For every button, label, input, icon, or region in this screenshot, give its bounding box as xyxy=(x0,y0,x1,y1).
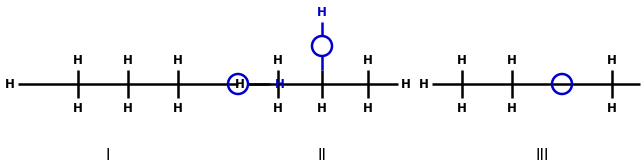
Text: H: H xyxy=(73,53,83,67)
Text: H: H xyxy=(457,53,467,67)
Text: H: H xyxy=(273,101,283,115)
Text: H: H xyxy=(457,101,467,115)
Text: II: II xyxy=(317,148,327,162)
Text: H: H xyxy=(173,53,183,67)
Text: H: H xyxy=(275,77,285,91)
Text: H: H xyxy=(607,101,617,115)
Text: H: H xyxy=(607,53,617,67)
Text: H: H xyxy=(173,101,183,115)
Text: H: H xyxy=(317,6,327,18)
Text: H: H xyxy=(273,53,283,67)
Text: H: H xyxy=(419,77,429,91)
Text: H: H xyxy=(235,77,245,91)
Text: H: H xyxy=(507,101,517,115)
Text: H: H xyxy=(363,101,373,115)
Text: III: III xyxy=(535,148,549,162)
Text: H: H xyxy=(5,77,15,91)
Text: I: I xyxy=(106,148,110,162)
Text: H: H xyxy=(401,77,411,91)
Text: H: H xyxy=(123,53,133,67)
Text: H: H xyxy=(507,53,517,67)
Text: H: H xyxy=(73,101,83,115)
Text: H: H xyxy=(363,53,373,67)
Text: H: H xyxy=(123,101,133,115)
Text: H: H xyxy=(317,101,327,115)
